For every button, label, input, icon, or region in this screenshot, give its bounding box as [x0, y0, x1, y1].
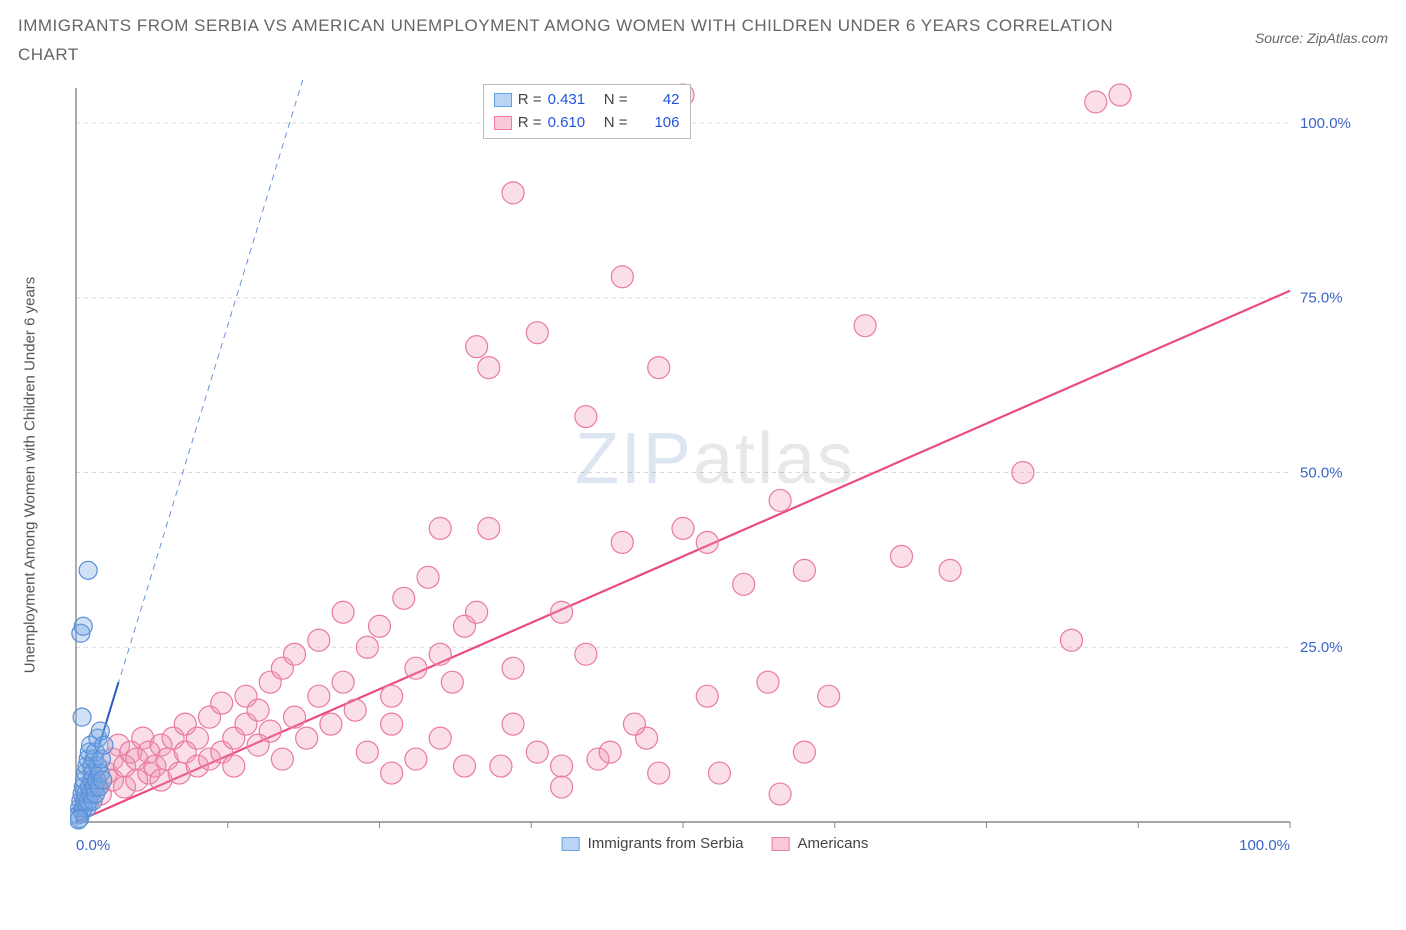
legend-swatch [772, 837, 790, 851]
r-label: R = [518, 89, 542, 112]
r-label: R = [518, 112, 542, 135]
source-label: Source: ZipAtlas.com [1255, 30, 1388, 46]
svg-text:0.0%: 0.0% [76, 837, 110, 854]
series-legend: Immigrants from Serbia Americans [562, 835, 869, 852]
n-value: 42 [634, 89, 680, 112]
stats-box: R = 0.431 N = 42 R = 0.610 N = 106 [483, 84, 691, 139]
legend-item: Immigrants from Serbia [562, 835, 744, 852]
svg-text:50.0%: 50.0% [1300, 464, 1343, 481]
svg-text:100.0%: 100.0% [1239, 837, 1290, 854]
y-axis-label: Unemployment Among Women with Children U… [22, 277, 39, 674]
stats-row: R = 0.610 N = 106 [494, 112, 680, 135]
legend-label: Immigrants from Serbia [588, 835, 744, 852]
n-label: N = [600, 112, 628, 135]
legend-label: Americans [798, 835, 869, 852]
r-value: 0.431 [548, 89, 594, 112]
r-value: 0.610 [548, 112, 594, 135]
legend-swatch [562, 837, 580, 851]
legend-swatch [494, 116, 512, 130]
svg-text:75.0%: 75.0% [1300, 290, 1343, 307]
stats-row: R = 0.431 N = 42 [494, 89, 680, 112]
legend-swatch [494, 93, 512, 107]
chart-title: IMMIGRANTS FROM SERBIA VS AMERICAN UNEMP… [18, 12, 1118, 70]
scatter-plot: 25.0% 50.0% 75.0% 100.0% 0.0% 100.0% [70, 80, 1360, 870]
svg-text:100.0%: 100.0% [1300, 115, 1351, 132]
legend-item: Americans [772, 835, 869, 852]
svg-text:25.0%: 25.0% [1300, 639, 1343, 656]
n-value: 106 [634, 112, 680, 135]
chart-area: Unemployment Among Women with Children U… [40, 80, 1380, 870]
n-label: N = [600, 89, 628, 112]
